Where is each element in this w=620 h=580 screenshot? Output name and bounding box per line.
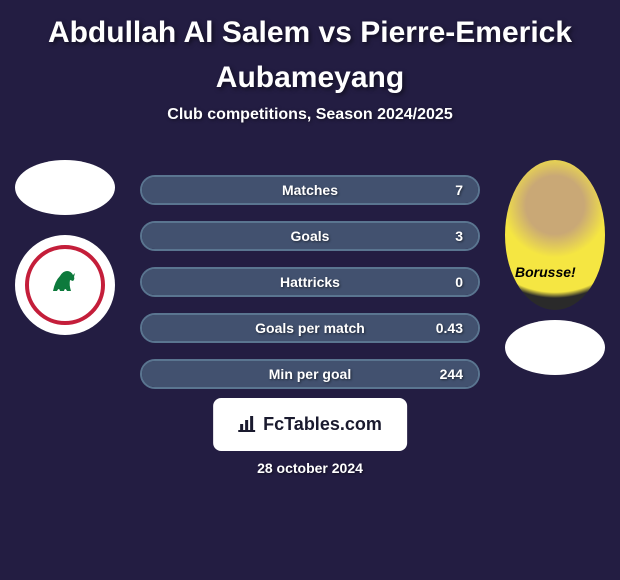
branding-badge: FcTables.com — [213, 398, 407, 451]
stat-row-matches: Matches 7 — [140, 175, 480, 205]
stat-value: 244 — [440, 366, 463, 382]
player2-panel — [500, 160, 610, 375]
subtitle: Club competitions, Season 2024/2025 — [0, 106, 620, 124]
stat-label: Goals — [291, 228, 330, 244]
horse-icon — [45, 261, 85, 309]
player1-avatar-placeholder — [15, 160, 115, 215]
chart-icon — [238, 412, 258, 437]
branding-text: FcTables.com — [263, 414, 382, 435]
stat-value: 7 — [455, 182, 463, 198]
stats-container: Matches 7 Goals 3 Hattricks 0 Goals per … — [140, 175, 480, 405]
stat-label: Goals per match — [255, 320, 365, 336]
stat-value: 3 — [455, 228, 463, 244]
stat-label: Hattricks — [280, 274, 340, 290]
stat-label: Matches — [282, 182, 338, 198]
stat-value: 0 — [455, 274, 463, 290]
stat-row-hattricks: Hattricks 0 — [140, 267, 480, 297]
player2-avatar — [505, 160, 605, 310]
player2-club-placeholder — [505, 320, 605, 375]
stat-row-gpm: Goals per match 0.43 — [140, 313, 480, 343]
stat-row-goals: Goals 3 — [140, 221, 480, 251]
date-text: 28 october 2024 — [257, 460, 363, 476]
player1-panel — [10, 160, 120, 335]
club-logo-ring — [25, 245, 105, 325]
stat-value: 0.43 — [436, 320, 463, 336]
stat-row-mpg: Min per goal 244 — [140, 359, 480, 389]
player1-club-logo — [15, 235, 115, 335]
stat-label: Min per goal — [269, 366, 351, 382]
page-title: Abdullah Al Salem vs Pierre-Emerick Auba… — [0, 0, 620, 100]
